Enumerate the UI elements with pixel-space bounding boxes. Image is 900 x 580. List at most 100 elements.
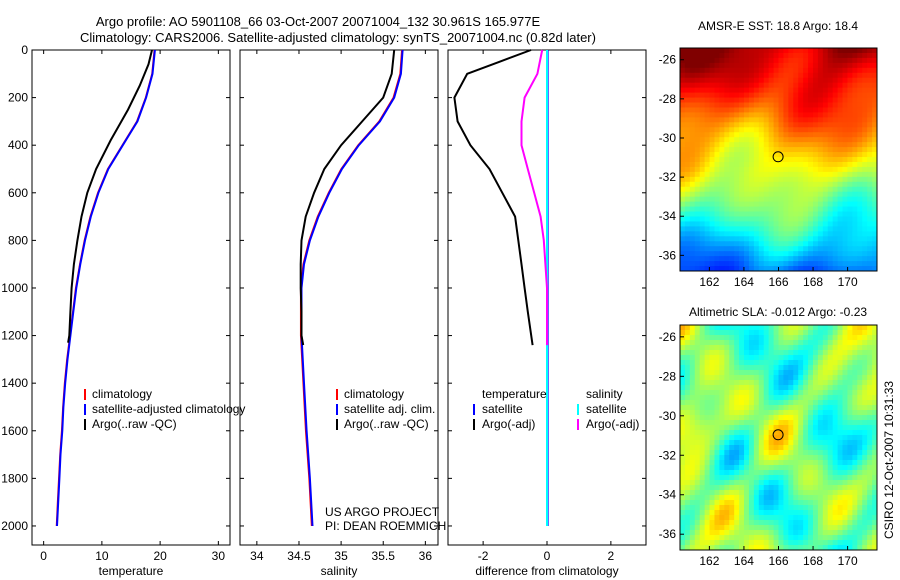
sla-cell xyxy=(852,535,858,541)
sla-cell xyxy=(793,360,799,366)
sst-cell xyxy=(822,181,829,188)
sst-cell xyxy=(783,201,789,208)
sst-cell xyxy=(857,211,863,218)
sla-cell xyxy=(847,375,853,381)
sst-cell xyxy=(763,62,770,69)
sla-cell xyxy=(862,400,868,406)
temp-series-2 xyxy=(67,49,153,343)
sla-cell xyxy=(719,425,725,431)
sst-cell xyxy=(763,191,770,198)
sla-cell xyxy=(822,420,829,426)
sla-cell xyxy=(808,445,814,451)
sst-cell xyxy=(832,226,839,232)
sst-cell xyxy=(680,161,686,168)
sst-cell xyxy=(872,87,877,94)
sla-cell xyxy=(729,425,735,431)
sla-cell xyxy=(857,410,863,416)
sla-cell xyxy=(832,505,839,511)
sla-cell xyxy=(857,520,863,526)
sla-cell xyxy=(837,400,844,406)
sla-cell xyxy=(827,425,834,431)
sla-cell xyxy=(842,370,849,376)
sst-cell xyxy=(763,256,770,262)
sla-cell xyxy=(832,380,839,386)
sla-cell xyxy=(817,465,824,471)
diff-legend-label: satellite xyxy=(586,402,627,416)
sla-cell xyxy=(748,360,755,366)
sst-cell xyxy=(857,196,863,203)
sst-cell xyxy=(832,72,839,79)
sla-cell xyxy=(694,545,701,550)
sst-cell xyxy=(803,112,809,118)
sst-cell xyxy=(748,246,755,252)
sst-cell xyxy=(872,256,877,262)
sla-cell xyxy=(704,435,711,441)
sla-cell xyxy=(709,455,716,461)
sst-cell xyxy=(803,48,809,54)
sst-cell xyxy=(857,92,863,99)
sst-cell xyxy=(817,157,824,163)
sst-cell xyxy=(862,127,868,133)
sla-cell xyxy=(872,530,877,536)
sla-cell xyxy=(768,390,775,396)
sst-cell xyxy=(803,92,809,99)
sst-cell xyxy=(758,171,765,178)
sla-cell xyxy=(694,425,701,431)
sst-cell xyxy=(734,226,740,232)
sst-cell xyxy=(867,226,873,232)
sla-cell xyxy=(852,360,858,366)
sla-cell xyxy=(680,385,686,391)
sla-cell xyxy=(724,395,730,401)
sst-cell xyxy=(680,181,686,188)
sla-cell xyxy=(763,500,770,506)
sst-cell xyxy=(783,72,789,79)
sla-cell xyxy=(739,335,745,341)
sst-cell xyxy=(748,102,755,109)
sst-cell xyxy=(812,231,819,237)
sst-cell xyxy=(808,231,814,237)
sst-cell xyxy=(793,251,799,257)
sla-cell xyxy=(832,525,839,531)
sst-cell xyxy=(689,107,696,114)
sst-cell xyxy=(684,122,691,128)
sst-cell xyxy=(729,251,735,257)
sst-cell xyxy=(763,72,770,79)
sst-cell xyxy=(709,226,716,232)
sla-cell xyxy=(680,535,686,541)
sla-cell xyxy=(773,325,780,331)
sst-cell xyxy=(817,266,824,271)
sla-cell xyxy=(680,450,686,456)
sst-cell xyxy=(842,251,849,257)
sst-cell xyxy=(689,87,696,94)
sla-cell xyxy=(724,510,730,516)
sla-cell xyxy=(699,475,706,481)
sst-cell xyxy=(827,211,834,218)
sst-cell xyxy=(788,48,794,54)
sla-cell xyxy=(778,535,785,541)
sla-cell xyxy=(694,460,701,466)
sst-cell xyxy=(689,122,696,128)
sst-cell xyxy=(684,117,691,123)
sst-cell xyxy=(847,57,853,64)
sla-cell xyxy=(680,540,686,546)
sst-cell xyxy=(872,221,877,227)
sst-cell xyxy=(793,241,799,247)
sst-cell xyxy=(788,82,794,89)
sst-cell xyxy=(847,246,853,252)
sla-cell xyxy=(867,515,873,521)
sla-cell xyxy=(684,325,691,331)
sst-cell xyxy=(867,77,873,84)
sla-cell xyxy=(842,455,849,461)
sst-cell xyxy=(704,112,711,118)
sla-cell xyxy=(852,490,858,496)
sla-cell xyxy=(763,535,770,541)
sla-cell xyxy=(842,465,849,471)
sst-cell xyxy=(837,236,844,242)
sst-cell xyxy=(778,62,785,69)
sla-cell xyxy=(729,445,735,451)
sla-cell xyxy=(684,355,691,361)
sla-cell xyxy=(694,480,701,486)
sla-cell xyxy=(832,360,839,366)
sst-cell xyxy=(719,161,725,168)
sla-cell xyxy=(808,375,814,381)
